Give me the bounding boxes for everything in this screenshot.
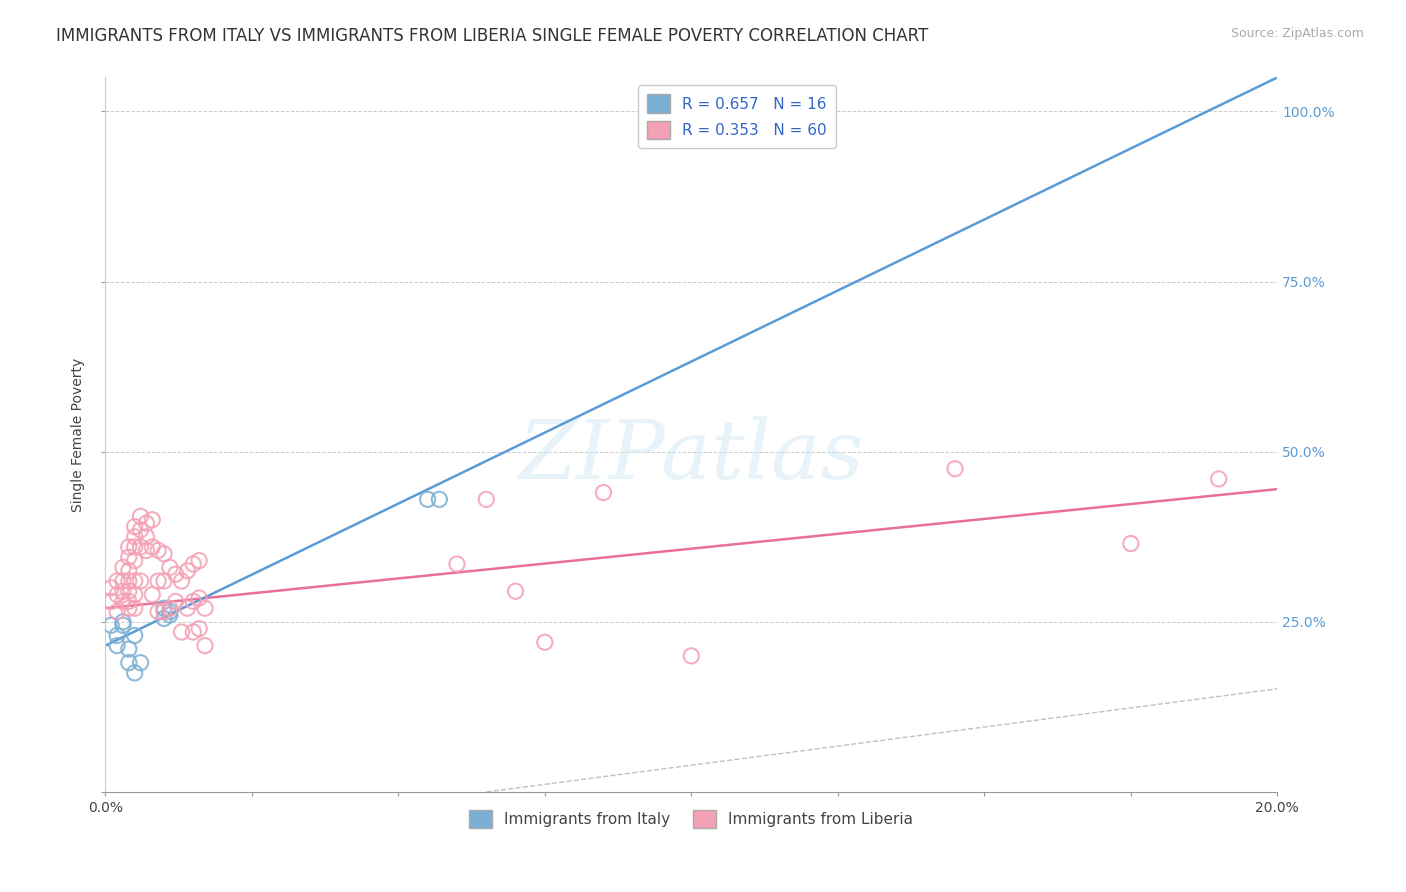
Point <box>105 639 128 653</box>
Point <box>475 492 498 507</box>
Point <box>505 584 527 599</box>
Point <box>181 594 204 608</box>
Point <box>118 584 141 599</box>
Point <box>592 485 614 500</box>
Point <box>153 605 176 619</box>
Point <box>159 560 181 574</box>
Point <box>153 574 176 588</box>
Point <box>124 553 146 567</box>
Point <box>427 492 450 507</box>
Point <box>170 574 193 588</box>
Point <box>111 594 134 608</box>
Point <box>100 618 122 632</box>
Point <box>159 607 181 622</box>
Text: IMMIGRANTS FROM ITALY VS IMMIGRANTS FROM LIBERIA SINGLE FEMALE POVERTY CORRELATI: IMMIGRANTS FROM ITALY VS IMMIGRANTS FROM… <box>56 27 928 45</box>
Legend: Immigrants from Italy, Immigrants from Liberia: Immigrants from Italy, Immigrants from L… <box>463 804 920 834</box>
Point <box>194 639 217 653</box>
Point <box>146 543 169 558</box>
Point <box>129 509 152 524</box>
Point <box>153 601 176 615</box>
Point <box>129 540 152 554</box>
Point <box>118 594 141 608</box>
Point <box>111 574 134 588</box>
Point <box>416 492 439 507</box>
Point <box>159 601 181 615</box>
Point <box>129 656 152 670</box>
Point <box>124 601 146 615</box>
Point <box>188 622 211 636</box>
Point <box>135 530 157 544</box>
Point <box>124 628 146 642</box>
Point <box>111 615 134 629</box>
Point <box>105 605 128 619</box>
Point <box>188 591 211 605</box>
Point <box>681 648 703 663</box>
Point <box>111 560 134 574</box>
Point <box>181 557 204 571</box>
Point <box>188 553 211 567</box>
Point <box>111 584 134 599</box>
Y-axis label: Single Female Poverty: Single Female Poverty <box>72 358 86 512</box>
Point <box>124 519 146 533</box>
Point <box>118 550 141 565</box>
Point <box>129 574 152 588</box>
Point <box>176 564 198 578</box>
Point <box>118 540 141 554</box>
Point <box>159 605 181 619</box>
Point <box>118 642 141 657</box>
Point <box>135 543 157 558</box>
Point <box>135 516 157 531</box>
Point <box>141 588 163 602</box>
Point <box>176 601 198 615</box>
Text: Source: ZipAtlas.com: Source: ZipAtlas.com <box>1230 27 1364 40</box>
Point <box>446 557 468 571</box>
Point <box>943 461 966 475</box>
Point <box>165 594 187 608</box>
Point <box>118 574 141 588</box>
Point <box>181 625 204 640</box>
Point <box>141 540 163 554</box>
Point <box>146 574 169 588</box>
Point <box>124 574 146 588</box>
Point <box>129 523 152 537</box>
Point <box>165 567 187 582</box>
Point <box>153 547 176 561</box>
Point <box>105 628 128 642</box>
Point <box>100 594 122 608</box>
Point <box>124 665 146 680</box>
Point <box>118 601 141 615</box>
Point <box>194 601 217 615</box>
Point <box>118 564 141 578</box>
Text: ZIPatlas: ZIPatlas <box>519 417 865 496</box>
Point <box>105 588 128 602</box>
Point <box>105 574 128 588</box>
Point <box>118 656 141 670</box>
Point <box>146 605 169 619</box>
Point <box>124 530 146 544</box>
Point <box>1119 536 1142 550</box>
Point <box>124 588 146 602</box>
Point <box>1208 472 1230 486</box>
Point <box>141 513 163 527</box>
Point <box>124 540 146 554</box>
Point <box>111 618 134 632</box>
Point <box>534 635 557 649</box>
Point <box>153 611 176 625</box>
Point <box>170 625 193 640</box>
Point <box>100 581 122 595</box>
